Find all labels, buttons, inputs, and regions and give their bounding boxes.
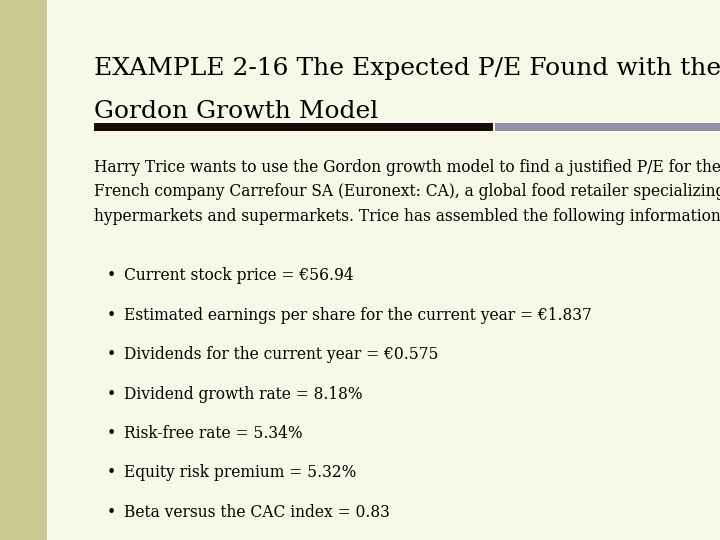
Text: •: • [107,425,116,442]
Text: •: • [107,307,116,323]
Text: •: • [107,267,116,284]
Text: •: • [107,386,116,402]
Text: Gordon Growth Model: Gordon Growth Model [94,100,378,123]
Text: EXAMPLE 2-16 The Expected P/E Found with the: EXAMPLE 2-16 The Expected P/E Found with… [94,57,720,80]
Text: Risk-free rate = 5.34%: Risk-free rate = 5.34% [124,425,302,442]
Text: Dividend growth rate = 8.18%: Dividend growth rate = 8.18% [124,386,362,402]
Text: •: • [107,464,116,481]
Text: Harry Trice wants to use the Gordon growth model to find a justified P/E for the: Harry Trice wants to use the Gordon grow… [94,159,720,225]
Text: Equity risk premium = 5.32%: Equity risk premium = 5.32% [124,464,356,481]
Text: •: • [107,504,116,521]
Text: Current stock price = €56.94: Current stock price = €56.94 [124,267,354,284]
Text: Beta versus the CAC index = 0.83: Beta versus the CAC index = 0.83 [124,504,390,521]
Text: Dividends for the current year = €0.575: Dividends for the current year = €0.575 [124,346,438,363]
Text: •: • [107,346,116,363]
Text: Estimated earnings per share for the current year = €1.837: Estimated earnings per share for the cur… [124,307,592,323]
